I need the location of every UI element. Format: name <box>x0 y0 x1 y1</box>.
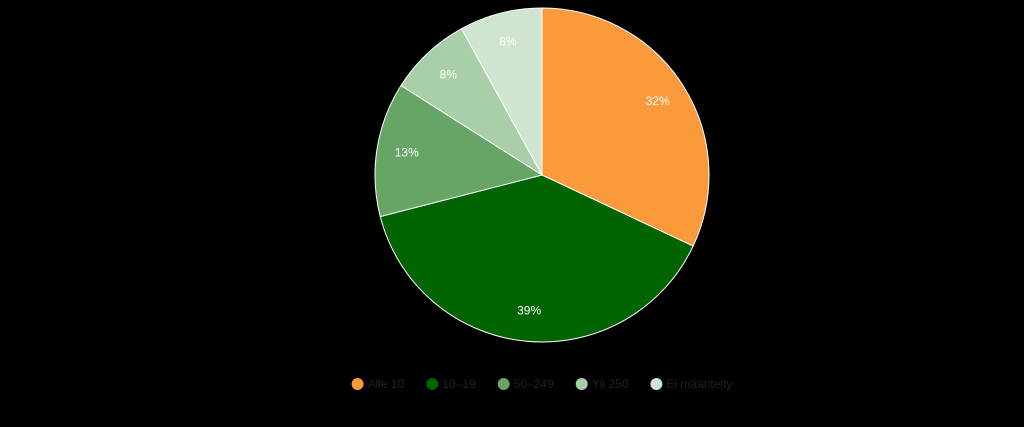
pie-slice <box>379 174 694 343</box>
value-label: 8% <box>499 35 517 49</box>
pie-slice <box>460 7 543 176</box>
legend-label: 10–19 <box>442 377 476 391</box>
value-label: 13% <box>395 146 419 160</box>
value-label: 32% <box>646 94 670 108</box>
value-label: 39% <box>517 304 541 318</box>
legend-label: Ei määritelty <box>666 377 732 391</box>
legend-marker <box>575 378 588 390</box>
pie-slice <box>541 7 710 247</box>
legend-label: Alle 10 <box>368 377 405 391</box>
legend-marker <box>497 378 510 390</box>
value-label: 8% <box>440 67 458 81</box>
legend-marker <box>426 378 439 390</box>
legend-label: 50–249 <box>514 377 554 391</box>
legend-marker <box>650 378 663 390</box>
legend-marker <box>351 378 364 390</box>
legend-label: Yli 250 <box>592 377 629 391</box>
pie-slice <box>374 84 544 218</box>
